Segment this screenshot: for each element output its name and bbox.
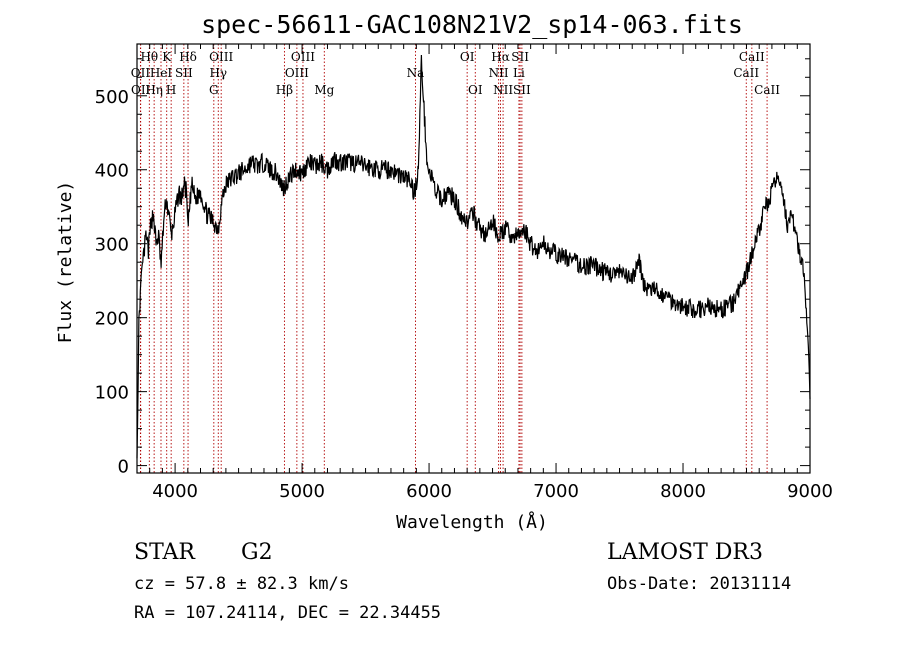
y-tick-label: 200 [95,309,129,330]
spectral-line-label: NII [493,83,513,97]
y-axis-label: Flux (relative) [55,181,76,344]
spectral-line-label: Hβ [276,83,293,97]
spectral-line-label: Hη [145,83,163,97]
spectral-line-label: K [162,50,172,64]
spectral-line-label: Hθ [140,50,158,64]
spectral-line-label: CaII [733,66,759,80]
axis-ticks: 4000 5000 6000 7000 8000 9000 0 100 200 300 400 500 [95,44,833,502]
chart-title: spec-56611-GAC108N21V2_sp14-063.fits [201,10,743,39]
spectral-line-label: HeI [150,66,173,80]
coordinates-text: RA = 107.24114, DEC = 22.34455 [134,603,442,623]
spectral-line-label: Hγ [209,66,227,80]
spectral-line-markers [139,44,768,473]
x-tick-label: 7000 [533,481,579,502]
spectral-line-label: OII [131,66,151,80]
spectral-line-label: Mg [314,83,334,97]
obs-date-text: Obs-Date: 20131114 [607,574,792,594]
spectral-line-label: SII [513,83,531,97]
spectral-line-label: OI [468,83,483,97]
flux-series-line [136,54,811,459]
spectral-line-label: Li [513,66,525,80]
spectral-line-label: Hδ [179,50,197,64]
spectral-line-label: Hα [491,50,510,64]
x-tick-label: 8000 [660,481,706,502]
spectral-line-label: NII [489,66,509,80]
y-tick-label: 100 [95,383,129,404]
spectral-line-label: OI [460,50,475,64]
x-tick-label: 4000 [152,481,198,502]
spectral-line-label: Na [407,66,425,80]
survey-name: LAMOST DR3 [607,540,763,565]
spectral-line-label: OIII [291,50,315,64]
spectral-line-label: SII [175,66,193,80]
spectral-line-label: G [209,83,219,97]
spectral-line-label: H [166,83,176,97]
x-tick-label: 9000 [787,481,833,502]
spectral-line-label: OIII [209,50,233,64]
spectral-line-label: SII [511,50,529,64]
x-tick-label: 5000 [279,481,325,502]
spectral-line-label: OII [131,83,151,97]
spectral-line-label: OIII [285,66,309,80]
x-tick-label: 6000 [406,481,452,502]
y-tick-label: 500 [95,87,129,108]
object-subclass: G2 [241,540,273,565]
plot-frame [136,43,811,474]
spectral-line-label: CaII [739,50,765,64]
y-tick-label: 300 [95,235,129,256]
redshift-text: cz = 57.8 ± 82.3 km/s [134,574,349,594]
object-class: STAR [134,540,195,565]
y-tick-label: 0 [118,457,129,478]
spectral-line-label: CaII [754,83,780,97]
x-axis-label: Wavelength (Å) [396,511,548,533]
y-tick-label: 400 [95,161,129,182]
